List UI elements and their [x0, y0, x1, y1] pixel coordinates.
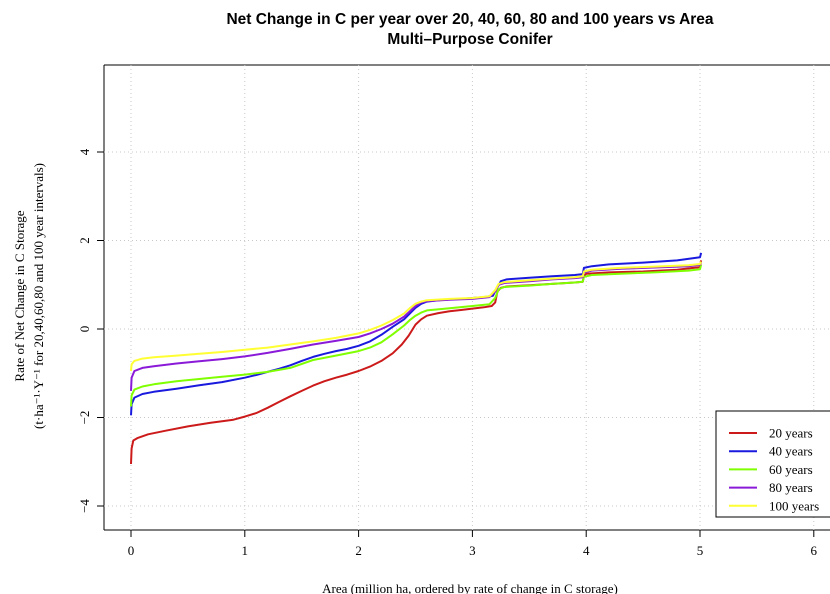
y-tick-label-group: −2: [77, 411, 92, 425]
x-tick-label: 3: [469, 543, 476, 558]
series-line-4: [130, 261, 703, 372]
y-tick-label-group: −4: [77, 499, 92, 513]
legend-label-4: 100 years: [769, 498, 819, 513]
chart-subtitle: Multi–Purpose Conifer: [387, 31, 552, 48]
x-axis: 0 1 2 3 4 5 6: [128, 530, 818, 558]
y-tick-label-group: 2: [77, 237, 92, 244]
y-tick-label: −2: [77, 411, 92, 425]
y-tick-label-group: 4: [77, 148, 92, 155]
legend: 20 years 40 years 60 years 80 years 100 year…: [715, 410, 830, 518]
x-tick-label: 0: [128, 543, 135, 558]
legend-label-2: 60 years: [769, 462, 813, 477]
plot-frame: [103, 64, 830, 531]
x-axis-label: Area (million ha, ordered by rate of cha…: [322, 581, 618, 594]
y-axis-label-line1: Rate of Net Change in C Storage: [12, 210, 27, 381]
y-tick-label: 2: [77, 237, 92, 244]
series-line-0: [130, 260, 703, 465]
y-axis: −4 −2 0 2 4: [77, 148, 104, 513]
legend-box: [715, 410, 830, 518]
legend-label-3: 80 years: [769, 480, 813, 495]
x-tick-label: 6: [811, 543, 818, 558]
legend-label-1: 40 years: [769, 444, 813, 459]
legend-label-0: 20 years: [769, 426, 813, 441]
y-tick-label: 4: [77, 148, 92, 155]
chart-title: Net Change in C per year over 20, 40, 60…: [226, 11, 713, 28]
x-tick-label: 2: [355, 543, 362, 558]
x-tick-label: 4: [583, 543, 590, 558]
x-tick-label: 5: [697, 543, 704, 558]
series-line-3: [130, 261, 703, 391]
y-tick-label: 0: [77, 326, 92, 333]
y-tick-label-group: 0: [77, 326, 92, 333]
series-line-2: [130, 264, 703, 407]
y-tick-label: −4: [77, 499, 92, 513]
y-axis-label-line2: (t·ha⁻¹·Y⁻¹ for 20,40,60,80 and 100 year…: [31, 163, 46, 429]
series-line-1: [130, 252, 703, 416]
y-axis-label: Rate of Net Change in C Storage (t·ha⁻¹·…: [12, 163, 46, 429]
x-tick-label: 1: [242, 543, 249, 558]
series-lines: [130, 252, 703, 465]
